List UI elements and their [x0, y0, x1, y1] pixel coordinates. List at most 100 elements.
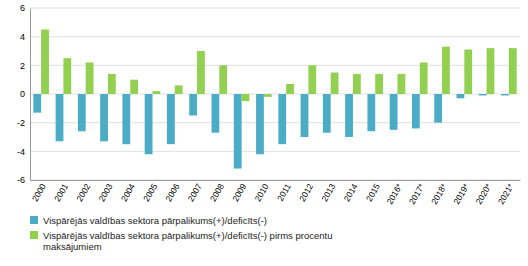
tick-label: 2008	[208, 182, 226, 204]
legend-swatch	[30, 231, 38, 239]
tick-label: 0	[20, 89, 25, 99]
tick-label: -4	[17, 147, 25, 157]
bar	[108, 74, 116, 94]
bar	[256, 94, 264, 154]
tick-label: 2005	[141, 182, 159, 204]
grid-line	[30, 151, 520, 152]
tick-label: 2009	[230, 182, 248, 204]
grid-line	[30, 36, 520, 37]
bar	[375, 74, 383, 94]
bar	[420, 62, 428, 94]
bar	[487, 48, 495, 94]
tick-label: 2019*	[451, 181, 471, 206]
bar	[345, 94, 353, 137]
grid-line	[30, 180, 520, 181]
tick: 2009	[230, 180, 248, 203]
tick-label: 2012	[297, 182, 315, 204]
tick: 2021*	[496, 180, 516, 206]
axis-line	[30, 9, 31, 181]
tick-label: 2014	[342, 182, 360, 204]
tick-label: 6	[20, 3, 25, 13]
series	[33, 94, 509, 169]
bar	[56, 94, 64, 141]
tick-label: 2013	[319, 182, 337, 204]
tick: 2000	[30, 180, 48, 203]
bar	[212, 94, 220, 133]
tick-label: 2018*	[429, 181, 449, 206]
tick-label: 2017*	[407, 181, 427, 206]
bar	[331, 73, 339, 95]
tick-label: 2004	[119, 182, 137, 204]
bar	[122, 94, 130, 144]
y-axis: -6 -4 -2 0 2 4 6	[17, 3, 31, 185]
plot: -6-4-20246200020012002200320042005200620…	[17, 3, 521, 206]
axis-line	[31, 180, 521, 181]
tick-label: 2007	[186, 182, 204, 204]
grid	[30, 8, 520, 180]
legend: Vispārējās valdības sektora pārpalikums(…	[30, 215, 332, 252]
tick: 2017*	[407, 180, 427, 206]
tick-label: 2006	[163, 182, 181, 204]
tick-label: 2003	[97, 182, 115, 204]
tick-label: 2011	[275, 182, 293, 203]
legend-item: Vispārējās valdības sektora pārpalikums(…	[30, 230, 332, 252]
tick: 2002	[74, 180, 92, 203]
tick: 2010	[252, 180, 270, 203]
bar	[457, 94, 465, 98]
legend-swatch	[30, 216, 38, 224]
tick: 2012	[297, 180, 315, 203]
tick: 2007	[186, 180, 204, 203]
tick: -6	[17, 175, 30, 185]
tick-label: 2001	[52, 182, 70, 204]
bar	[86, 62, 94, 94]
tick: -4	[17, 147, 30, 157]
bar	[41, 30, 49, 95]
tick-label: 2002	[74, 182, 92, 204]
tick-label: 2010	[252, 182, 270, 204]
bars	[33, 30, 516, 169]
tick: 2005	[141, 180, 159, 203]
tick-label: 2020*	[474, 181, 494, 206]
bar	[63, 58, 71, 94]
tick: 2019*	[451, 180, 471, 206]
bar	[153, 91, 161, 94]
bar	[464, 50, 472, 94]
tick: 2013	[319, 180, 337, 203]
tick: 2016*	[384, 180, 404, 206]
bar	[278, 94, 286, 144]
tick-label: 4	[20, 32, 25, 42]
bar	[234, 94, 242, 169]
bar	[175, 85, 183, 94]
tick-label: 2	[20, 61, 25, 71]
bar	[434, 94, 442, 123]
bar	[242, 94, 250, 101]
bar	[219, 65, 227, 94]
bar	[189, 94, 197, 116]
tick-label: -2	[17, 118, 25, 128]
bar	[301, 94, 309, 137]
bar	[412, 94, 420, 128]
bar	[442, 47, 450, 94]
bar	[308, 65, 316, 94]
tick: 2008	[208, 180, 226, 203]
chart: -6-4-20246200020012002200320042005200620…	[0, 0, 528, 266]
legend-item: Vispārējās valdības sektora pārpalikums(…	[30, 215, 267, 226]
tick: 2004	[119, 180, 137, 203]
bar	[390, 94, 398, 130]
bar	[197, 51, 205, 94]
tick-label: 2015	[364, 182, 382, 204]
tick: 4	[20, 32, 30, 42]
legend-label: Vispārējās valdības sektora pārpalikums(…	[43, 215, 267, 226]
tick: 2011	[275, 180, 293, 203]
bar	[100, 94, 108, 141]
tick: 2020*	[474, 180, 494, 206]
legend-label: Vispārējās valdības sektora pārpalikums(…	[43, 230, 332, 252]
bar	[479, 94, 487, 95]
tick-label: -6	[17, 175, 25, 185]
series	[41, 30, 517, 102]
tick: 2014	[342, 180, 360, 203]
tick: 6	[20, 3, 30, 13]
bar	[286, 84, 294, 94]
tick: 2006	[163, 180, 181, 203]
x-axis: 200020012002 2003200420052006 200720082009…	[30, 180, 521, 206]
